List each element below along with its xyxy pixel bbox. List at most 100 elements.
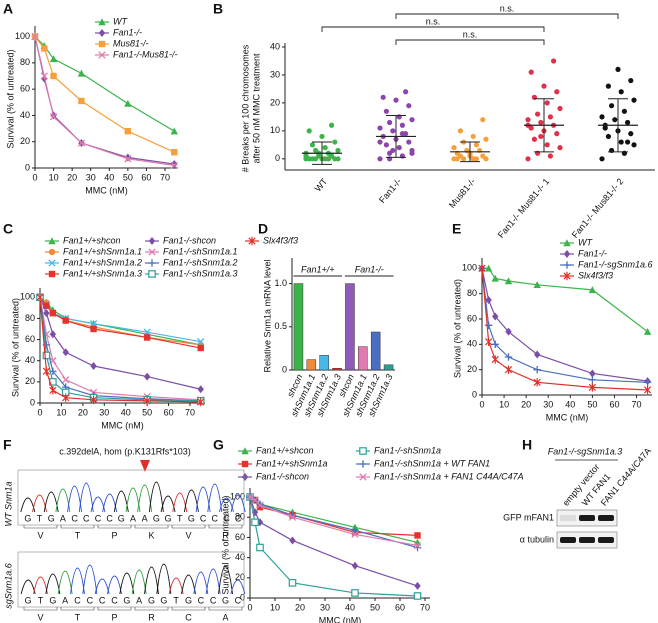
data-point	[143, 372, 151, 381]
trace-peak	[168, 577, 184, 595]
data-point	[124, 155, 132, 163]
x-tick-label: 0	[247, 602, 252, 612]
data-point	[377, 125, 383, 131]
y-tick-label: 20	[235, 572, 245, 582]
y-tick-label: 40	[467, 339, 477, 349]
x-tick-label: Fan1-/-	[377, 176, 403, 205]
data-point	[557, 105, 563, 112]
x-tick-label: 60	[609, 399, 619, 409]
data-point	[78, 97, 85, 105]
amino-acid: K	[148, 530, 154, 540]
blot-band	[598, 515, 614, 521]
data-point	[31, 32, 39, 41]
y-tick-label: 80	[235, 512, 245, 522]
legend-label: Slx4f3/f3	[578, 270, 613, 280]
series-line	[249, 496, 418, 537]
x-tick-label: 60	[395, 602, 405, 612]
data-point	[49, 386, 57, 395]
x-tick-label: 10	[49, 172, 59, 182]
legend-marker	[48, 248, 56, 256]
data-point	[618, 89, 624, 95]
base-call: G	[185, 595, 192, 605]
base-call: C	[74, 595, 81, 605]
base-call: G	[123, 595, 130, 605]
amino-acid: A	[222, 612, 228, 622]
trace-peak	[20, 579, 36, 595]
x-tick-label: 0	[37, 407, 42, 417]
data-point	[473, 142, 479, 148]
bracket-label: n.s.	[500, 3, 515, 13]
x-tick-label: 10	[499, 399, 509, 409]
group-label: Fan1+/+	[301, 264, 335, 274]
legend-marker	[241, 473, 249, 481]
data-point	[256, 501, 264, 509]
y-tick-label: 40	[20, 110, 30, 120]
data-point	[625, 119, 631, 126]
bar	[319, 355, 329, 371]
data-point	[505, 327, 512, 336]
bar	[358, 346, 368, 371]
legend-label: Fan1-/-shSnm1a + FAN1 C44A/C47A	[374, 471, 524, 481]
group-label: Fan1-/-	[355, 264, 384, 274]
base-call: A	[142, 513, 148, 523]
x-axis-label: MMC (nM)	[85, 185, 128, 195]
data-point	[319, 133, 325, 140]
legend-label: Fan1-/-	[578, 248, 607, 258]
codon-bracket	[134, 525, 169, 529]
x-tick-label: 30	[320, 602, 330, 612]
legend-marker	[98, 18, 106, 26]
data-point	[396, 145, 402, 151]
base-call: G	[160, 595, 167, 605]
codon-bracket	[97, 525, 132, 529]
base-call: G	[118, 513, 125, 523]
data-point	[62, 376, 70, 384]
base-call: G	[165, 513, 172, 523]
legend-marker	[359, 473, 367, 481]
codon-bracket	[23, 607, 58, 611]
base-call: G	[148, 595, 155, 605]
trace-peak	[144, 566, 159, 595]
y-axis-label: Relative Snm1a mRNA level	[262, 259, 272, 372]
legend-marker	[563, 239, 571, 247]
data-point	[547, 153, 554, 159]
base-call: C	[223, 513, 230, 523]
y-tick-label: 100	[230, 491, 245, 501]
bar	[332, 368, 342, 371]
codon-bracket	[208, 607, 243, 611]
trace-peak	[82, 564, 98, 595]
trace-peak	[148, 481, 164, 513]
data-point	[484, 337, 493, 346]
data-point	[541, 83, 547, 89]
data-point	[390, 147, 396, 154]
x-tick-label: 40	[104, 172, 114, 182]
amino-acid: V	[37, 612, 43, 622]
data-point	[533, 365, 541, 374]
panel-letter: G	[213, 437, 224, 453]
data-point	[77, 139, 86, 147]
y-tick-label: 60	[20, 84, 30, 94]
data-point	[197, 385, 204, 394]
data-point	[42, 367, 51, 376]
panel-letter: A	[3, 1, 13, 17]
base-call: A	[136, 595, 142, 605]
data-point	[470, 133, 476, 140]
base-call: T	[177, 513, 183, 523]
data-point	[387, 119, 393, 126]
data-point	[625, 139, 631, 145]
trace-peak	[33, 576, 48, 595]
data-point	[588, 383, 597, 392]
data-point	[528, 69, 534, 75]
legend-label: Fan1-/-shcon	[163, 235, 216, 245]
series-line	[249, 496, 418, 547]
data-point	[491, 274, 499, 282]
amino-acid: P	[111, 530, 117, 540]
legend-label: Fan1-/-shSnm1a.1	[163, 246, 238, 256]
data-point	[90, 362, 97, 370]
data-point	[599, 114, 605, 120]
base-call: C	[111, 595, 118, 605]
data-point	[406, 139, 412, 145]
base-call: C	[99, 595, 106, 605]
codon-bracket	[208, 525, 243, 529]
data-point	[484, 264, 493, 272]
data-point	[288, 513, 297, 521]
